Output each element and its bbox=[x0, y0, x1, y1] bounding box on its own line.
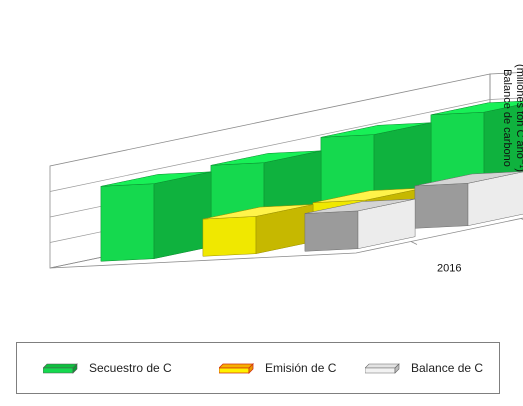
bar-top-face bbox=[304, 198, 416, 214]
legend-swatch-balance bbox=[365, 363, 400, 374]
bar-balance-de-c-2016 bbox=[304, 198, 416, 252]
legend-item-emision: Emisión de C bbox=[219, 343, 336, 393]
category-labels: 1970199020102016 bbox=[410, 218, 523, 275]
bar-emisión-de-c-2016 bbox=[202, 204, 314, 257]
gridline bbox=[49, 97, 523, 192]
bar-top-face bbox=[100, 171, 212, 187]
bar-side-face bbox=[153, 171, 212, 260]
bar-top-face bbox=[202, 204, 314, 220]
category-tick bbox=[520, 218, 523, 220]
y-axis-title-line2: (millones ton C año⁻¹) bbox=[514, 64, 523, 172]
bar-top-face bbox=[430, 100, 523, 116]
bar-front-face bbox=[100, 183, 155, 262]
bar-front-face bbox=[414, 183, 469, 229]
bar-top-face bbox=[320, 122, 432, 138]
bar-top-face bbox=[414, 171, 523, 187]
y-axis-title-line1: Balance de carbono bbox=[501, 69, 513, 167]
legend-item-secuestro: Secuestro de C bbox=[43, 343, 172, 393]
legend-label-secuestro: Secuestro de C bbox=[89, 361, 172, 375]
legend-label-emision: Emisión de C bbox=[265, 361, 337, 375]
bar-secuestro-de-c-2016 bbox=[100, 171, 212, 262]
bar-top-face bbox=[210, 150, 322, 166]
bar-secuestro-de-c-1970 bbox=[430, 100, 523, 193]
legend-swatch-emision bbox=[219, 363, 254, 374]
bar-front-face bbox=[202, 216, 257, 257]
bars bbox=[100, 100, 523, 262]
bar-balance-de-c-2010 bbox=[414, 171, 523, 229]
bar-front-face bbox=[304, 210, 359, 252]
category-tick bbox=[410, 241, 418, 245]
category-label: 2016 bbox=[437, 263, 461, 275]
legend: Secuestro de C Emisión de C Balance de C bbox=[16, 342, 500, 394]
legend-label-balance: Balance de C bbox=[411, 361, 484, 375]
legend-item-balance: Balance de C bbox=[365, 343, 483, 393]
chart-3d-bar: 050100150200 1970199020102016 Balance de… bbox=[49, 64, 523, 275]
legend-swatch-secuestro bbox=[43, 363, 78, 374]
